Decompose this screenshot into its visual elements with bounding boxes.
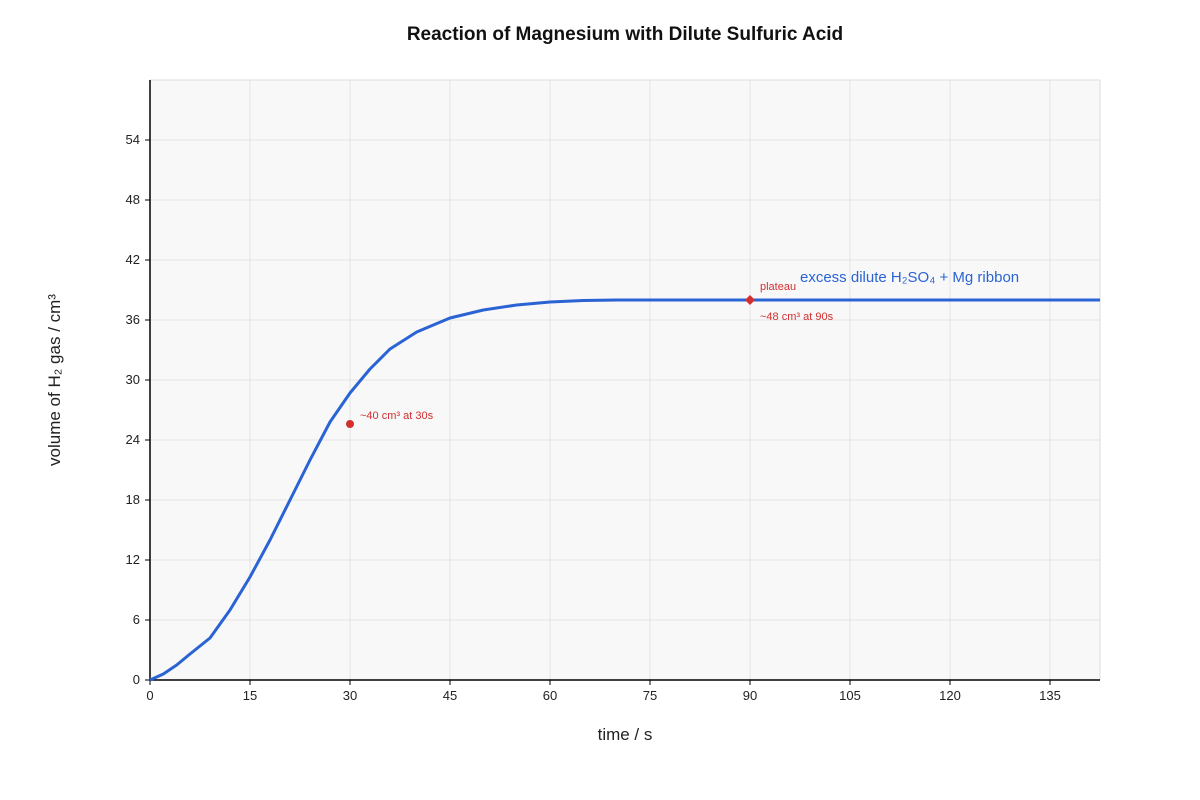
y-tick-label: 24 — [126, 432, 140, 447]
series-label: excess dilute H₂SO₄ + Mg ribbon — [800, 269, 1019, 286]
x-tick-label: 105 — [839, 688, 861, 703]
x-tick-label: 0 — [146, 688, 153, 703]
tick-labels: 0 15 30 45 60 75 90 105 120 135 0 6 12 18 24 30 36 42 48 54 — [126, 132, 1061, 703]
annotation-point — [745, 295, 755, 305]
chart-title: Reaction of Magnesium with Dilute Sulfur… — [407, 24, 843, 45]
x-tick-label: 75 — [643, 688, 657, 703]
y-tick-label: 12 — [126, 552, 140, 567]
series-line — [149, 298, 1100, 682]
annotation-label: ~40 cm³ at 30s — [360, 410, 434, 422]
y-axis-title: volume of H₂ gas / cm³ — [45, 294, 64, 466]
x-tick-label: 15 — [243, 688, 257, 703]
x-tick-label: 120 — [939, 688, 961, 703]
x-axis-title: time / s — [598, 725, 653, 744]
annotation-point — [346, 420, 354, 428]
y-tick-label: 36 — [126, 312, 140, 327]
y-tick-label: 0 — [133, 672, 140, 687]
y-tick-label: 42 — [126, 252, 140, 267]
y-tick-label: 48 — [126, 192, 140, 207]
annotation-label: ~48 cm³ at 90s — [760, 311, 834, 323]
x-tick-label: 90 — [743, 688, 757, 703]
y-tick-label: 18 — [126, 492, 140, 507]
annotations: ~40 cm³ at 30s plateau ~48 cm³ at 90s — [346, 281, 834, 428]
series-lines: excess dilute H₂SO₄ + Mg ribbon — [149, 269, 1100, 682]
y-tick-label: 54 — [126, 132, 140, 147]
annotation-label: plateau — [760, 281, 796, 293]
x-tick-label: 60 — [543, 688, 557, 703]
y-tick-label: 6 — [133, 612, 140, 627]
x-tick-label: 135 — [1039, 688, 1061, 703]
y-tick-label: 30 — [126, 372, 140, 387]
x-tick-label: 45 — [443, 688, 457, 703]
x-tick-label: 30 — [343, 688, 357, 703]
